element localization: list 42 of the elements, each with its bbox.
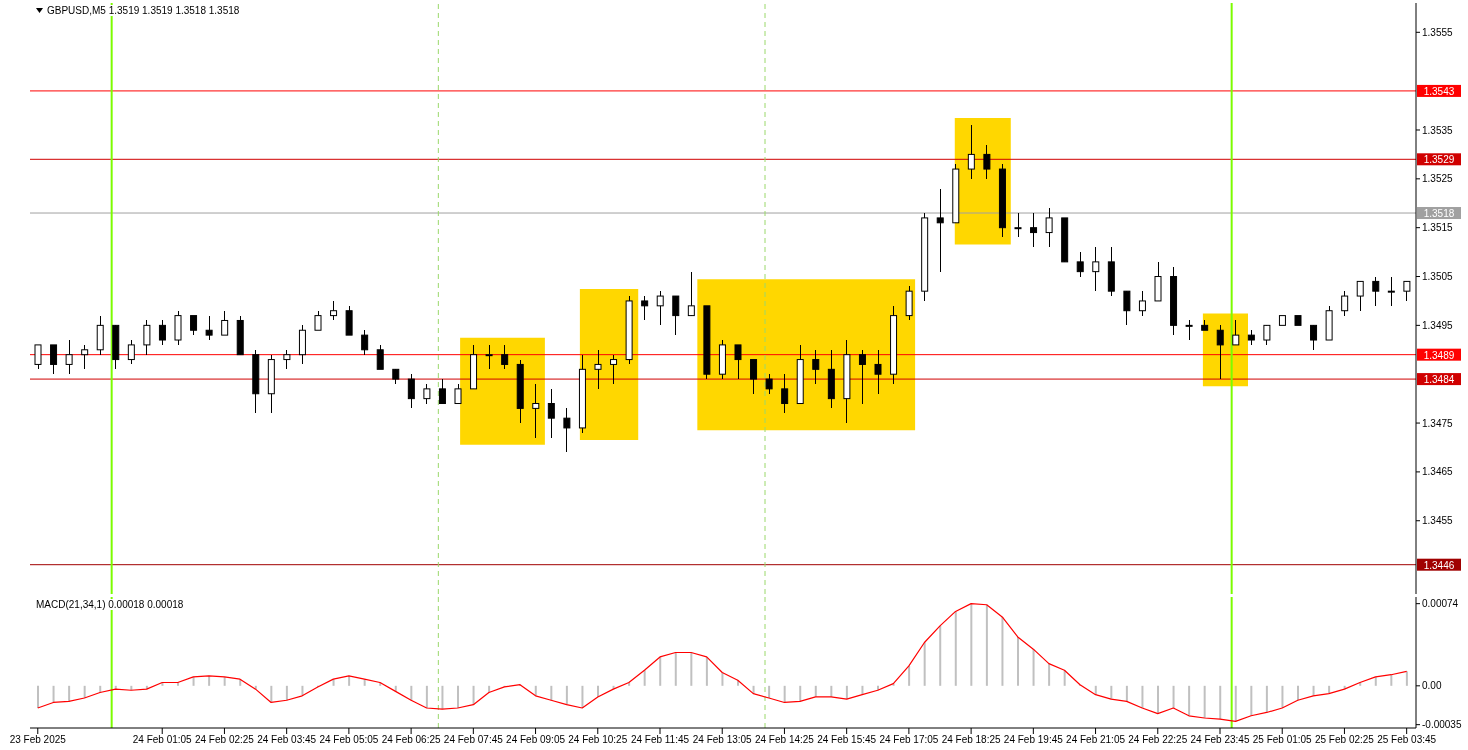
ref-line-label: 1.3543 [1423, 85, 1455, 97]
y-tick-label: 1.3535 [1422, 124, 1454, 136]
x-tick-label: 24 Feb 15:45 [817, 734, 877, 746]
x-tick-label: 24 Feb 01:05 [132, 734, 193, 746]
x-tick-label: 24 Feb 03:45 [257, 734, 317, 746]
x-tick-label: 24 Feb 17:05 [879, 734, 939, 746]
x-tick-label: 24 Feb 05:05 [319, 734, 379, 746]
x-tick-label: 24 Feb 19:45 [1003, 734, 1064, 746]
x-tick-label: 23 Feb 2025 [9, 734, 67, 746]
y-tick-label: 1.3465 [1422, 466, 1454, 478]
x-tick-label: 24 Feb 02:25 [194, 734, 255, 746]
y-tick-label: 0.00074 [1422, 598, 1459, 610]
x-tick-label: 24 Feb 07:45 [443, 734, 504, 746]
x-tick-label: 24 Feb 23:45 [1190, 734, 1250, 746]
x-tick-label: 24 Feb 10:25 [568, 734, 628, 746]
y-tick-label: 1.3455 [1422, 515, 1454, 527]
chart-title: GBPUSD,M5 1.3519 1.3519 1.3518 1.3518 [47, 5, 240, 16]
ref-line-label: 1.3489 [1423, 349, 1455, 361]
x-tick-label: 24 Feb 11:45 [630, 734, 690, 746]
x-tick-label: 25 Feb 02:25 [1314, 734, 1375, 746]
x-tick-label: 24 Feb 06:25 [381, 734, 442, 746]
chart-title: MACD(21,34,1) 0.00018 0.00018 [36, 599, 184, 610]
ref-line-label: 1.3518 [1423, 208, 1455, 220]
ref-line-label: 1.3529 [1423, 154, 1455, 166]
y-tick-label: 1.3505 [1422, 271, 1454, 283]
y-tick-label: 1.3555 [1422, 26, 1454, 38]
x-tick-label: 25 Feb 03:45 [1377, 734, 1437, 746]
x-tick-label: 24 Feb 18:25 [941, 734, 1002, 746]
y-tick-label: 1.3475 [1422, 417, 1454, 429]
y-tick-label: -0.00035 [1422, 719, 1462, 731]
y-tick-label: 1.3495 [1422, 319, 1454, 331]
y-tick-label: 1.3515 [1422, 222, 1454, 234]
ref-line-label: 1.3446 [1423, 559, 1455, 571]
x-tick-label: 24 Feb 21:05 [1066, 734, 1126, 746]
ref-line-label: 1.3484 [1423, 374, 1455, 386]
x-tick-label: 24 Feb 13:05 [692, 734, 753, 746]
x-tick-label: 25 Feb 01:05 [1252, 734, 1313, 746]
x-tick-label: 24 Feb 09:05 [506, 734, 566, 746]
x-tick-label: 24 Feb 14:25 [754, 734, 815, 746]
y-tick-label: 1.3525 [1422, 173, 1454, 185]
x-tick-label: 24 Feb 22:25 [1128, 734, 1188, 746]
y-tick-label: 0.00 [1422, 680, 1442, 692]
